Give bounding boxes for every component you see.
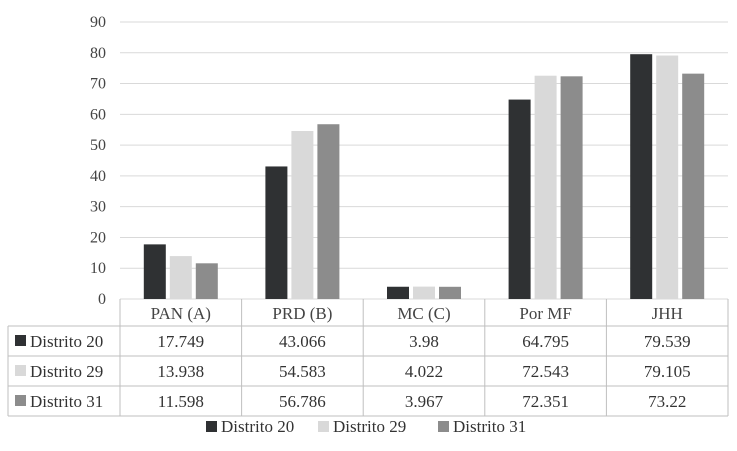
legend: Distrito 20 Distrito 29 Distrito 31 [206, 417, 526, 436]
y-tick-label: 40 [90, 168, 106, 185]
table-cell: 17.749 [157, 332, 204, 351]
y-tick-label: 90 [90, 14, 106, 31]
table-cell: 72.543 [522, 362, 569, 381]
bar-distrito-20-4 [630, 54, 653, 300]
table-cell: 56.786 [279, 392, 326, 411]
legend-swatch [206, 421, 217, 432]
bar-distrito-29-2 [413, 286, 435, 299]
table-cell: 11.598 [158, 392, 204, 411]
legend-label: Distrito 29 [333, 417, 406, 436]
table-cell: 79.105 [644, 362, 691, 381]
bar-distrito-29-3 [534, 75, 557, 300]
bar-distrito-31-3 [560, 76, 583, 299]
row-legend-key [15, 365, 26, 376]
legend-swatch [438, 421, 449, 432]
row-series-name: Distrito 20 [30, 332, 103, 351]
y-tick-label: 10 [90, 260, 106, 277]
legend-label: Distrito 31 [453, 417, 526, 436]
y-tick-label: 70 [90, 76, 106, 93]
bar-distrito-31-4 [682, 73, 705, 299]
data-table: PAN (A) PRD (B) MC (C) Por MF JHH Distrito 20… [7, 299, 729, 417]
y-tick-label: 0 [98, 291, 106, 308]
table-cell: 4.022 [405, 362, 443, 381]
bar-distrito-29-1 [291, 131, 314, 299]
y-tick-label: 80 [90, 45, 106, 62]
category-label: Por MF [519, 304, 571, 323]
bar-distrito-20-3 [508, 99, 531, 300]
y-axis-ticks: 0 10 20 30 40 50 60 70 80 90 [90, 14, 106, 308]
row-legend-key [15, 335, 26, 346]
row-legend-key [15, 395, 26, 406]
table-cell: 73.22 [648, 392, 686, 411]
gridlines [120, 21, 728, 300]
table-cell: 3.98 [409, 332, 439, 351]
bar-distrito-31-0 [195, 263, 218, 299]
y-tick-label: 20 [90, 229, 106, 246]
bar-distrito-29-0 [169, 256, 192, 299]
bars [143, 54, 705, 300]
category-label: PAN (A) [151, 304, 211, 323]
category-label: MC (C) [397, 304, 450, 323]
y-tick-label: 50 [90, 137, 106, 154]
y-tick-label: 60 [90, 106, 106, 123]
category-label: PRD (B) [272, 304, 332, 323]
legend-label: Distrito 20 [221, 417, 294, 436]
bar-distrito-20-2 [387, 286, 409, 299]
bar-distrito-31-2 [439, 286, 461, 299]
bar-distrito-20-1 [265, 166, 288, 299]
y-tick-label: 30 [90, 199, 106, 216]
table-cell: 13.938 [157, 362, 204, 381]
table-cell: 79.539 [644, 332, 691, 351]
legend-swatch [318, 421, 329, 432]
bar-distrito-20-0 [143, 244, 166, 299]
bar-distrito-31-1 [317, 124, 340, 299]
table-cell: 64.795 [522, 332, 569, 351]
row-series-name: Distrito 31 [30, 392, 103, 411]
category-label: JHH [652, 304, 683, 323]
bar-distrito-29-4 [656, 55, 679, 299]
row-series-name: Distrito 29 [30, 362, 103, 381]
table-cell: 54.583 [279, 362, 326, 381]
table-cell: 3.967 [405, 392, 444, 411]
table-cell: 43.066 [279, 332, 326, 351]
table-cell: 72.351 [522, 392, 569, 411]
